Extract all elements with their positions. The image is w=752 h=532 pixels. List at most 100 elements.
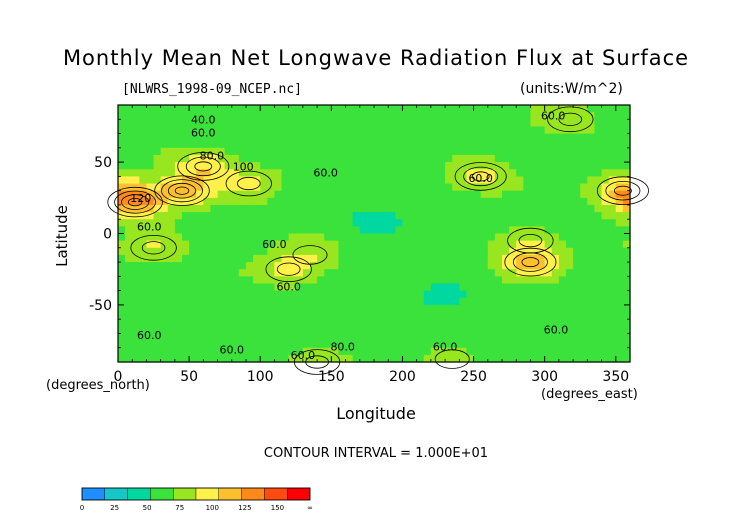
heatmap-cell [537,276,546,285]
heatmap-cell [374,283,382,292]
heatmap-cell [253,247,261,256]
heatmap-cell [459,276,468,285]
heatmap-cell [274,126,283,135]
heatmap-cell [487,197,496,206]
heatmap-cell [182,290,190,299]
heatmap-cell [516,347,524,356]
heatmap-cell [594,154,603,163]
heatmap-cell [295,240,304,249]
heatmap-cell [622,140,631,149]
heatmap-cell [132,212,140,220]
heatmap-cell [174,176,183,185]
heatmap-cell [217,347,226,356]
heatmap-cell [523,190,532,199]
heatmap-cell [594,176,603,185]
heatmap-cell [359,276,368,285]
heatmap-cell [573,304,581,313]
heatmap-cell [317,190,325,199]
heatmap-cell [523,133,532,142]
heatmap-cell [331,105,340,113]
heatmap-cell [573,290,581,299]
heatmap-cell [487,262,496,270]
heatmap-cell [274,140,283,149]
heatmap-cell [452,254,460,263]
heatmap-cell [324,226,332,235]
heatmap-cell [196,162,204,170]
colorbar-swatch [81,487,105,501]
heatmap-cell [302,262,311,270]
heatmap-cell [132,219,140,227]
heatmap-cell [395,133,404,142]
heatmap-cell [132,197,140,206]
heatmap-cell [317,147,325,156]
heatmap-cell [381,112,389,120]
contour-label: 60.0 [313,166,338,179]
heatmap-cell [132,269,140,277]
heatmap-cell [210,119,219,128]
heatmap-cell [480,333,489,342]
heatmap-cell [537,233,546,242]
heatmap-cell [494,112,503,120]
heatmap-cell [452,133,460,142]
heatmap-cell [253,176,261,185]
heatmap-cell [324,354,332,363]
heatmap-cell [132,154,140,163]
heatmap-cell [246,354,254,363]
heatmap-cell [302,297,311,306]
heatmap-cell [281,240,290,249]
heatmap-cell [388,326,396,335]
heatmap-cell [608,254,617,263]
heatmap-cell [160,262,169,270]
heatmap-cell [423,240,432,249]
heatmap-cell [601,326,610,335]
heatmap-cell [594,347,603,356]
heatmap-cell [352,340,361,349]
heatmap-cell [409,347,418,356]
heatmap-cell [402,112,411,120]
heatmap-cell [238,126,247,135]
heatmap-cell [146,269,155,277]
colorbar-swatch [218,487,242,501]
contour-line [177,152,230,181]
heatmap-cell [324,119,332,128]
heatmap-cell [395,112,404,120]
heatmap-cell [125,233,133,242]
heatmap-cell [381,290,389,299]
heatmap-cell [139,219,148,227]
heatmap-cell [622,333,631,342]
heatmap-cell [302,183,311,192]
heatmap-cell [494,204,503,213]
heatmap-cell [182,233,190,242]
heatmap-cell [160,290,169,299]
heatmap-cell [395,119,404,128]
heatmap-cell [516,119,524,128]
heatmap-cell [452,140,460,149]
heatmap-cell [388,140,396,149]
heatmap-cell [494,133,503,142]
heatmap-cell [409,204,418,213]
heatmap-cell [246,304,254,313]
heatmap-cell [587,254,596,263]
heatmap-cell [381,105,389,113]
heatmap-cell [494,233,503,242]
heatmap-cell [160,162,169,170]
heatmap-cell [438,333,446,342]
heatmap-cell [224,233,233,242]
heatmap-cell [125,340,133,349]
heatmap-cell [174,333,183,342]
heatmap-cell [267,219,276,227]
heatmap-cell [466,290,475,299]
heatmap-cell [423,212,432,220]
heatmap-cell [366,254,375,263]
heatmap-cell [324,247,332,256]
heatmap-cell [203,247,212,256]
heatmap-cell [338,119,347,128]
heatmap-cell [167,133,176,142]
heatmap-cell [430,140,439,149]
heatmap-cell [132,204,140,213]
contour-line [225,170,272,197]
contour-label: 60.0 [137,329,162,342]
heatmap-cell [580,112,588,120]
heatmap-cell [438,105,446,113]
heatmap-cell [587,169,596,177]
